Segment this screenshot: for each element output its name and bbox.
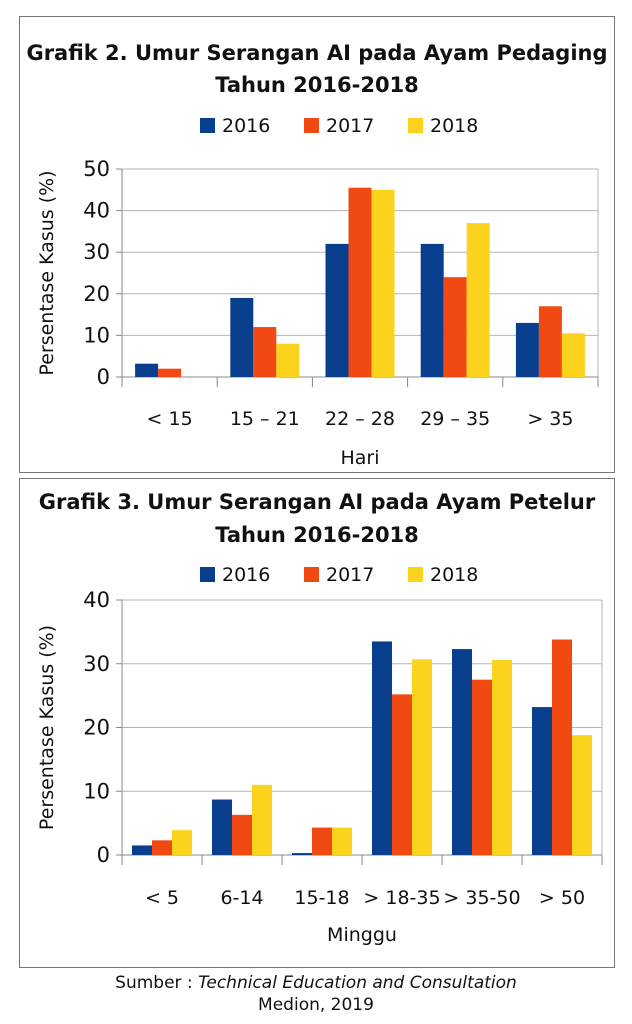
bar-2017-5 [538,306,562,377]
y-tick-label: 0 [97,365,110,389]
chart-layer: Grafik 3. Umur Serangan AI pada Ayam Pet… [36,490,603,946]
x-tick-label: 22 – 28 [325,408,395,430]
x-tick-label: 6-14 [220,887,263,909]
y-tick-label: 20 [83,282,110,306]
legend-swatch-2017 [304,118,319,133]
legend-label-2017: 2017 [326,115,374,137]
y-tick-label: 20 [83,716,110,740]
chart-title-line-1: Grafik 3. Umur Serangan AI pada Ayam Pet… [39,490,596,514]
source-line-2: Medion, 2019 [258,995,374,1015]
bar-2018-5 [492,659,512,855]
x-tick-label: 15-18 [294,887,349,909]
x-tick-label: 29 – 35 [420,408,490,430]
chart-title-line-2: Tahun 2016-2018 [215,523,419,547]
bar-2018-4 [466,223,490,377]
bar-2017-4 [392,694,412,855]
x-axis-label: Hari [340,447,379,469]
legend-swatch-2016 [200,567,215,582]
source-caption: Sumber : Technical Education and Consult… [0,972,632,1016]
bar-2018-3 [371,189,395,377]
x-axis-label: Minggu [327,924,397,946]
legend-swatch-2017 [304,567,319,582]
bar-2017-4 [443,277,467,377]
y-tick-label: 50 [83,157,110,181]
bar-2016-4 [420,243,444,377]
bar-2018-2 [276,343,300,377]
bar-2016-5 [515,322,539,377]
bar-2018-2 [252,784,272,855]
bar-2018-3 [332,827,352,855]
bar-2016-2 [212,799,232,855]
bar-2017-2 [232,814,252,855]
bar-2018-5 [561,333,585,377]
bar-2018-4 [412,659,432,855]
bar-2017-3 [348,187,372,377]
bar-2017-3 [312,827,332,855]
y-axis-label: Persentase Kasus (%) [36,170,58,375]
x-tick-label: 15 – 21 [230,408,300,430]
bar-2017-5 [472,679,492,855]
bar-2016-3 [292,853,312,855]
chart-panel-layer: Grafik 3. Umur Serangan AI pada Ayam Pet… [19,478,615,968]
source-line-1: Sumber : Technical Education and Consult… [0,972,632,994]
legend-swatch-2016 [200,118,215,133]
chart-title-line-1: Grafik 2. Umur Serangan AI pada Ayam Ped… [26,41,607,65]
x-tick-label: > 35 [527,408,573,430]
bar-2017-2 [253,327,277,377]
bar-2016-1 [132,845,152,855]
y-tick-label: 40 [83,588,110,612]
y-tick-label: 40 [83,199,110,223]
bar-2016-2 [230,297,254,377]
y-tick-label: 10 [83,779,110,803]
x-tick-label: < 15 [147,408,193,430]
legend-label-2017: 2017 [326,564,374,586]
bar-2016-4 [372,641,392,855]
bar-2017-1 [152,840,172,855]
source-italic: Technical Education and Consultation [198,973,517,993]
x-tick-label: > 50 [539,887,585,909]
x-tick-label: > 35-50 [443,887,520,909]
legend-label-2016: 2016 [222,115,270,137]
legend-label-2016: 2016 [222,564,270,586]
bar-2016-5 [452,649,472,855]
bar-2017-1 [158,368,182,377]
source-prefix: Sumber : [115,973,199,993]
x-tick-label: < 5 [145,887,179,909]
bar-2016-6 [532,707,552,855]
chart-title-line-2: Tahun 2016-2018 [215,73,419,97]
bar-2018-6 [572,735,592,855]
legend-label-2018: 2018 [430,564,478,586]
y-tick-label: 30 [83,652,110,676]
bar-2018-1 [172,830,192,855]
y-axis-label: Persentase Kasus (%) [36,625,58,830]
y-tick-label: 0 [97,843,110,867]
legend-swatch-2018 [408,567,423,582]
legend-label-2018: 2018 [430,115,478,137]
chart-panel-broiler: Grafik 2. Umur Serangan AI pada Ayam Ped… [19,16,615,473]
chart-broiler: Grafik 2. Umur Serangan AI pada Ayam Ped… [26,41,607,469]
y-tick-label: 30 [83,240,110,264]
legend-swatch-2018 [408,118,423,133]
bar-2016-3 [325,243,349,377]
x-tick-label: > 18-35 [363,887,440,909]
bar-2017-6 [552,639,572,855]
bar-2016-1 [135,363,159,377]
y-tick-label: 10 [83,323,110,347]
